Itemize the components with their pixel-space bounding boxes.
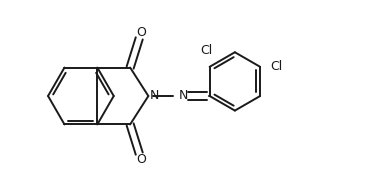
Text: N: N — [178, 89, 188, 103]
Text: N: N — [150, 89, 160, 103]
Text: O: O — [136, 26, 146, 39]
Text: O: O — [136, 153, 146, 166]
Text: Cl: Cl — [270, 60, 283, 73]
Text: Cl: Cl — [201, 44, 213, 57]
